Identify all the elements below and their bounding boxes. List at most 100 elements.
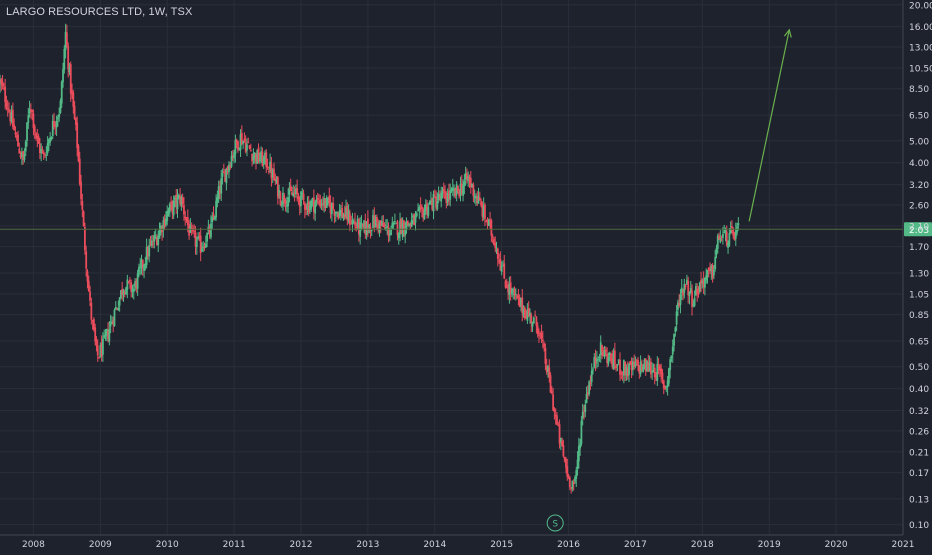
candle-body — [55, 120, 58, 128]
candle-body — [311, 197, 314, 202]
candle-body — [4, 86, 7, 103]
candle-body — [113, 309, 116, 327]
candle-body — [599, 342, 602, 356]
candle-body — [584, 404, 587, 413]
candle-body — [332, 202, 335, 209]
candle-body — [341, 208, 344, 218]
candle-body — [374, 217, 377, 228]
candle-body — [387, 226, 390, 237]
candle-body — [325, 197, 328, 208]
split-marker-circle[interactable] — [546, 514, 564, 532]
candle-body — [613, 350, 616, 365]
candle-body — [166, 211, 169, 222]
candle-body — [305, 208, 308, 210]
candle-body — [71, 90, 73, 95]
candle-body — [287, 197, 290, 207]
candle-body — [247, 142, 250, 144]
candle-body — [629, 360, 632, 365]
candle-body — [338, 210, 341, 216]
candle-body — [238, 147, 241, 149]
candle-body — [51, 120, 54, 136]
candle-body — [379, 220, 382, 226]
candle-body — [351, 219, 354, 225]
y-tick-label: 16.00 — [909, 23, 932, 33]
candle-body — [489, 220, 491, 222]
candle-body — [590, 370, 593, 383]
candle-body — [130, 282, 133, 292]
candle-body — [597, 359, 600, 361]
candle-body — [505, 284, 508, 289]
candle-body — [557, 424, 560, 426]
candle-body — [49, 137, 52, 143]
candle-body — [171, 201, 174, 214]
candle-body — [37, 136, 40, 144]
candle-body — [532, 317, 535, 324]
candle-body — [508, 283, 511, 295]
candle-body — [240, 133, 243, 145]
candle-body — [377, 223, 380, 230]
x-tick-label: 2010 — [156, 540, 179, 550]
candle-body — [38, 143, 41, 154]
x-tick-label: 2018 — [691, 540, 714, 550]
candle-body — [375, 217, 378, 223]
candle-body — [608, 352, 611, 356]
candle-body — [697, 292, 700, 295]
candle-body — [693, 297, 696, 306]
candle-body — [248, 145, 251, 149]
candle-body — [69, 64, 72, 94]
candle-body — [563, 457, 566, 462]
candle-body — [601, 344, 603, 352]
candle-body — [255, 153, 257, 163]
candle-body — [493, 238, 495, 246]
candle-body — [307, 201, 310, 213]
candle-body — [291, 192, 293, 195]
candle-body — [138, 267, 140, 274]
candle-body — [503, 263, 506, 279]
candle-body — [507, 286, 509, 293]
candle-body — [607, 356, 610, 364]
candle-body — [35, 132, 37, 138]
candle-body — [73, 106, 76, 120]
candle-body — [412, 215, 414, 218]
candle-body — [329, 203, 332, 214]
candle-body — [621, 372, 624, 374]
candle-body — [512, 288, 515, 291]
candle-body — [400, 218, 403, 235]
candle-body — [381, 221, 383, 227]
candle-body — [554, 414, 557, 417]
candle-body — [527, 308, 530, 316]
candle-body — [47, 139, 50, 144]
candle-body — [242, 140, 245, 144]
candle-body — [330, 203, 333, 214]
candle-body — [733, 232, 736, 241]
split-marker[interactable]: S — [546, 514, 564, 532]
candle-body — [211, 216, 214, 223]
candle-body — [81, 201, 84, 210]
candle-body — [731, 226, 733, 228]
candle-body — [62, 68, 64, 83]
candle-body — [392, 222, 395, 225]
candle-body — [222, 171, 225, 174]
candle-body — [634, 362, 637, 367]
candle-body — [102, 338, 104, 355]
candle-body — [157, 235, 160, 246]
y-tick-label: 0.32 — [909, 407, 929, 417]
candle-body — [219, 189, 221, 194]
candle-body — [553, 408, 556, 413]
candle-body — [357, 219, 360, 235]
candle-body — [229, 166, 232, 168]
candle-body — [315, 199, 318, 203]
candle-body — [271, 170, 274, 178]
candle-body — [225, 168, 228, 184]
candle-body — [631, 361, 634, 370]
candle-body — [2, 88, 5, 90]
candle-body — [365, 221, 368, 235]
candle-body — [678, 302, 681, 306]
candle-body — [409, 223, 412, 225]
candle-body — [494, 243, 497, 249]
candle-body — [181, 197, 184, 204]
candle-body — [172, 200, 175, 216]
